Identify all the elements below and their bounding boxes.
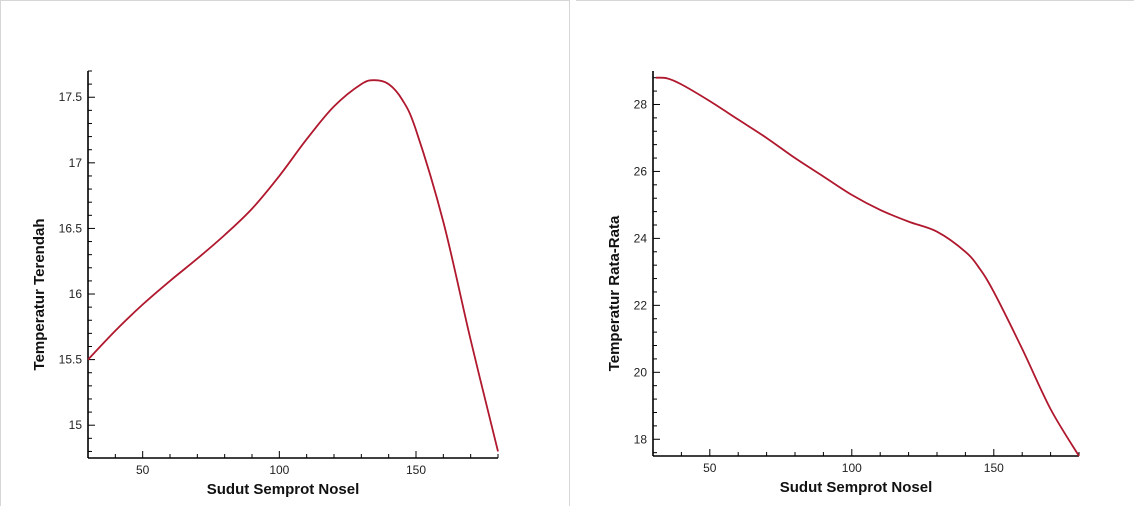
x-tick-label: 100 [842, 461, 862, 475]
x-axis-title: Sudut Semprot Nosel [780, 479, 933, 496]
y-tick-label: 18 [634, 432, 648, 446]
x-tick-label: 150 [984, 461, 1004, 475]
x-tick-label: 100 [269, 463, 289, 477]
y-tick-label: 16.5 [59, 221, 83, 235]
y-axis-title: Temperatur Rata-Rata [606, 215, 623, 371]
y-tick-label: 24 [634, 231, 648, 245]
y-tick-label: 17 [69, 156, 83, 170]
chart-lowest-temperature: 15 15.5 16 16.5 17 17.5 50 100 150 Sudut Semprot … [31, 70, 499, 498]
series-line [655, 76, 1080, 457]
x-tick-label: 50 [136, 463, 150, 477]
chart-average-temperature: 18 20 22 24 26 28 50 100 150 Sudut Semprot Nosel T… [606, 71, 1080, 496]
y-tick-label: 16 [69, 287, 83, 301]
y-tick-label: 20 [634, 365, 648, 379]
y-tick-label: 15 [69, 418, 83, 432]
series-line [87, 79, 499, 452]
x-tick-label: 50 [703, 461, 717, 475]
y-tick-label: 17.5 [59, 90, 83, 104]
y-tick-label: 26 [634, 164, 648, 178]
y-tick-label: 15.5 [59, 353, 83, 367]
chart-panel-right: 18 20 22 24 26 28 50 100 150 Sudut Semprot Nosel T… [576, 0, 1134, 506]
x-tick-label: 150 [406, 463, 426, 477]
chart-panel-left: 15 15.5 16 16.5 17 17.5 50 100 150 Sudut Semprot … [0, 0, 570, 506]
y-tick-label: 28 [634, 97, 648, 111]
y-tick-label: 22 [634, 298, 648, 312]
x-axis-title: Sudut Semprot Nosel [207, 481, 360, 498]
y-axis-title: Temperatur Terendah [31, 219, 48, 371]
